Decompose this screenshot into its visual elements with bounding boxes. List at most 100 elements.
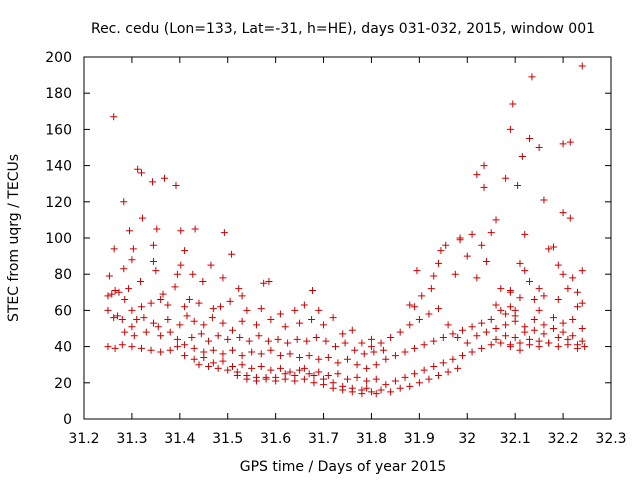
data-point [554,261,562,269]
data-point [528,73,536,81]
data-point [197,330,205,338]
data-point [296,353,304,361]
data-point [219,350,227,358]
data-point [509,100,517,108]
data-point [189,270,197,278]
data-point [205,337,213,345]
data-point [540,321,548,329]
x-tick-label: 31.8 [356,431,387,447]
data-point [377,386,385,394]
data-point [540,292,548,300]
x-tick-label: 32 [458,431,476,447]
data-point [454,334,462,342]
data-point [217,303,225,311]
data-point [569,315,577,323]
data-point [110,245,118,253]
data-point [439,359,447,367]
data-point [147,346,155,354]
data-point [367,335,375,343]
data-point [401,348,409,356]
data-point [164,301,172,309]
data-point [396,328,404,336]
data-point [320,375,328,383]
data-point [487,315,495,323]
data-point [444,321,452,329]
data-point [126,227,134,235]
data-point [166,328,174,336]
data-point [195,299,203,307]
data-point [118,315,126,323]
y-tick-label: 120 [45,195,72,211]
data-point [578,299,586,307]
data-point [154,323,162,331]
data-point [458,326,466,334]
y-tick-label: 20 [54,376,72,392]
data-point [540,330,548,338]
data-point [516,294,524,302]
data-point [569,332,577,340]
data-point [413,267,421,275]
data-point [463,339,471,347]
data-point [252,377,260,385]
data-point [387,334,395,342]
data-point [121,328,129,336]
data-point [487,341,495,349]
data-point [200,353,208,361]
data-point [284,339,292,347]
data-point [360,350,368,358]
data-point [152,267,160,275]
data-point [209,346,217,354]
data-point [276,310,284,318]
data-point [430,337,438,345]
data-point [133,315,141,323]
data-point [550,243,558,251]
data-point [473,274,481,282]
data-point [339,386,347,394]
data-point [104,343,112,351]
data-point [267,366,275,374]
data-point [437,247,445,255]
data-point [286,350,294,358]
data-point [372,390,380,398]
data-point [120,198,128,206]
data-point [140,314,148,322]
data-point [478,319,486,327]
data-point [137,303,145,311]
y-tick-label: 180 [45,86,72,102]
data-point [173,270,181,278]
data-point [511,317,519,325]
data-point [324,353,332,361]
data-point [177,261,185,269]
data-point [516,346,524,354]
data-point [176,321,184,329]
data-point [171,283,179,291]
data-point [130,332,138,340]
data-point [468,348,476,356]
data-point [573,344,581,352]
data-point [363,377,371,385]
data-point [578,267,586,275]
data-point [257,305,265,313]
data-point [248,364,256,372]
data-point [108,290,116,298]
data-point [157,332,165,340]
data-point [559,209,567,217]
data-point [310,372,318,380]
y-tick-label: 160 [45,122,72,138]
data-point [265,277,273,285]
data-point [255,332,263,340]
data-point [506,303,514,311]
data-point [293,335,301,343]
data-point [137,169,145,177]
data-points [104,62,589,398]
data-point [320,321,328,329]
data-point [159,290,167,298]
y-axis-label: STEC from uqrg / TECUs [6,154,22,322]
data-point [281,323,289,331]
data-point [138,214,146,222]
data-point [454,364,462,372]
data-point [248,348,256,356]
data-point [300,364,308,372]
data-point [406,321,414,329]
data-point [219,274,227,282]
